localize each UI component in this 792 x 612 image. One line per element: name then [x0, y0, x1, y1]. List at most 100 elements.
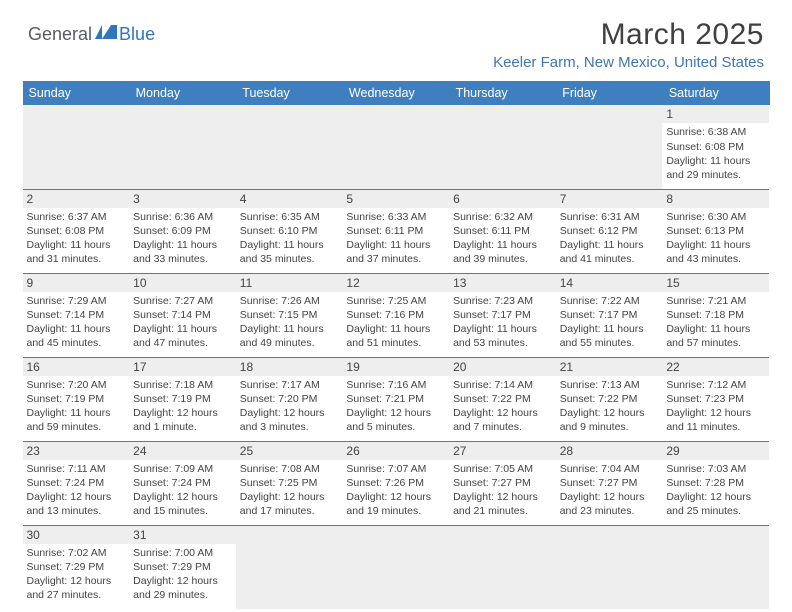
day-info-line: Sunrise: 7:03 AM — [666, 462, 765, 476]
day-info: Sunrise: 7:04 AMSunset: 7:27 PMDaylight:… — [556, 460, 663, 521]
day-number: 14 — [556, 274, 663, 292]
day-info-line: Sunrise: 6:30 AM — [666, 210, 765, 224]
calendar-cell — [236, 105, 343, 189]
day-info-line: Sunrise: 7:26 AM — [240, 294, 339, 308]
calendar-cell: 1Sunrise: 6:38 AMSunset: 6:08 PMDaylight… — [662, 105, 769, 189]
day-info-line: and 47 minutes. — [133, 336, 232, 350]
day-info-line: and 23 minutes. — [560, 504, 659, 518]
calendar-cell: 22Sunrise: 7:12 AMSunset: 7:23 PMDayligh… — [662, 357, 769, 441]
calendar-cell: 9Sunrise: 7:29 AMSunset: 7:14 PMDaylight… — [23, 273, 130, 357]
day-info: Sunrise: 7:13 AMSunset: 7:22 PMDaylight:… — [556, 376, 663, 437]
day-info-line: and 59 minutes. — [27, 420, 126, 434]
day-info-line: Sunrise: 7:16 AM — [346, 378, 445, 392]
header: General Blue March 2025 Keeler Farm, New… — [0, 0, 792, 75]
day-info-line: Sunset: 7:24 PM — [27, 476, 126, 490]
day-info: Sunrise: 7:00 AMSunset: 7:29 PMDaylight:… — [129, 544, 236, 605]
day-info-line: Daylight: 11 hours — [240, 238, 339, 252]
day-info: Sunrise: 6:35 AMSunset: 6:10 PMDaylight:… — [236, 208, 343, 269]
day-info-line: Daylight: 11 hours — [27, 406, 126, 420]
day-info-line: Sunset: 7:17 PM — [453, 308, 552, 322]
day-info-line: Daylight: 11 hours — [346, 238, 445, 252]
day-info-line: Daylight: 12 hours — [453, 490, 552, 504]
day-number: 25 — [236, 442, 343, 460]
day-info: Sunrise: 6:31 AMSunset: 6:12 PMDaylight:… — [556, 208, 663, 269]
day-info-line: Sunrise: 7:14 AM — [453, 378, 552, 392]
day-info: Sunrise: 6:30 AMSunset: 6:13 PMDaylight:… — [662, 208, 769, 269]
day-info-line: Sunrise: 7:12 AM — [666, 378, 765, 392]
day-info-line: Sunrise: 7:18 AM — [133, 378, 232, 392]
day-number: 30 — [23, 526, 130, 544]
day-info: Sunrise: 7:05 AMSunset: 7:27 PMDaylight:… — [449, 460, 556, 521]
day-info-line: Sunrise: 7:09 AM — [133, 462, 232, 476]
day-number: 20 — [449, 358, 556, 376]
day-info-line: and 31 minutes. — [27, 252, 126, 266]
calendar-cell: 2Sunrise: 6:37 AMSunset: 6:08 PMDaylight… — [23, 189, 130, 273]
day-info-line: Sunrise: 7:21 AM — [666, 294, 765, 308]
day-info-line: Sunset: 7:15 PM — [240, 308, 339, 322]
day-info-line: Daylight: 12 hours — [666, 406, 765, 420]
calendar-cell: 5Sunrise: 6:33 AMSunset: 6:11 PMDaylight… — [342, 189, 449, 273]
day-number: 31 — [129, 526, 236, 544]
day-info-line: and 13 minutes. — [27, 504, 126, 518]
day-info-line: and 11 minutes. — [666, 420, 765, 434]
calendar-row: 2Sunrise: 6:37 AMSunset: 6:08 PMDaylight… — [23, 189, 770, 273]
dayname-mon: Monday — [129, 81, 236, 105]
day-info-line: and 1 minute. — [133, 420, 232, 434]
day-info: Sunrise: 6:37 AMSunset: 6:08 PMDaylight:… — [23, 208, 130, 269]
calendar-cell — [342, 105, 449, 189]
calendar-cell: 4Sunrise: 6:35 AMSunset: 6:10 PMDaylight… — [236, 189, 343, 273]
day-info-line: Sunrise: 7:07 AM — [346, 462, 445, 476]
calendar-cell: 3Sunrise: 6:36 AMSunset: 6:09 PMDaylight… — [129, 189, 236, 273]
day-number: 8 — [662, 190, 769, 208]
calendar-cell: 30Sunrise: 7:02 AMSunset: 7:29 PMDayligh… — [23, 525, 130, 609]
day-info-line: Sunrise: 6:31 AM — [560, 210, 659, 224]
day-info-line: Sunrise: 7:04 AM — [560, 462, 659, 476]
day-number: 9 — [23, 274, 130, 292]
day-info-line: Sunset: 7:27 PM — [453, 476, 552, 490]
day-info: Sunrise: 6:33 AMSunset: 6:11 PMDaylight:… — [342, 208, 449, 269]
calendar-cell — [662, 525, 769, 609]
calendar-row: 30Sunrise: 7:02 AMSunset: 7:29 PMDayligh… — [23, 525, 770, 609]
day-number: 27 — [449, 442, 556, 460]
day-info-line: and 3 minutes. — [240, 420, 339, 434]
title-block: March 2025 Keeler Farm, New Mexico, Unit… — [493, 18, 764, 71]
day-info-line: Daylight: 11 hours — [27, 322, 126, 336]
day-info-line: Daylight: 12 hours — [346, 406, 445, 420]
day-info-line: Sunset: 6:11 PM — [453, 224, 552, 238]
dayname-fri: Friday — [556, 81, 663, 105]
day-number: 7 — [556, 190, 663, 208]
day-info-line: Daylight: 11 hours — [453, 238, 552, 252]
day-info-line: Sunrise: 6:32 AM — [453, 210, 552, 224]
day-info-line: Sunrise: 6:33 AM — [346, 210, 445, 224]
calendar-cell — [556, 105, 663, 189]
day-info-line: Daylight: 12 hours — [453, 406, 552, 420]
day-info-line: and 49 minutes. — [240, 336, 339, 350]
day-info: Sunrise: 7:26 AMSunset: 7:15 PMDaylight:… — [236, 292, 343, 353]
day-info-line: Sunrise: 7:27 AM — [133, 294, 232, 308]
day-info-line: Sunrise: 7:23 AM — [453, 294, 552, 308]
calendar-cell: 21Sunrise: 7:13 AMSunset: 7:22 PMDayligh… — [556, 357, 663, 441]
day-info-line: Daylight: 11 hours — [133, 322, 232, 336]
day-info-line: and 55 minutes. — [560, 336, 659, 350]
day-number: 18 — [236, 358, 343, 376]
page-subtitle: Keeler Farm, New Mexico, United States — [493, 54, 764, 71]
day-number: 10 — [129, 274, 236, 292]
day-number: 5 — [342, 190, 449, 208]
day-number: 26 — [342, 442, 449, 460]
day-info: Sunrise: 7:17 AMSunset: 7:20 PMDaylight:… — [236, 376, 343, 437]
calendar-cell: 13Sunrise: 7:23 AMSunset: 7:17 PMDayligh… — [449, 273, 556, 357]
calendar-row: 23Sunrise: 7:11 AMSunset: 7:24 PMDayligh… — [23, 441, 770, 525]
day-info: Sunrise: 7:23 AMSunset: 7:17 PMDaylight:… — [449, 292, 556, 353]
day-info-line: Sunset: 7:24 PM — [133, 476, 232, 490]
day-info-line: Sunset: 7:28 PM — [666, 476, 765, 490]
day-info: Sunrise: 7:07 AMSunset: 7:26 PMDaylight:… — [342, 460, 449, 521]
day-info-line: Sunset: 7:22 PM — [453, 392, 552, 406]
day-number: 17 — [129, 358, 236, 376]
day-info-line: Sunset: 6:08 PM — [27, 224, 126, 238]
calendar-cell: 28Sunrise: 7:04 AMSunset: 7:27 PMDayligh… — [556, 441, 663, 525]
day-info: Sunrise: 7:12 AMSunset: 7:23 PMDaylight:… — [662, 376, 769, 437]
day-info-line: and 57 minutes. — [666, 336, 765, 350]
day-info-line: Daylight: 11 hours — [666, 154, 765, 168]
day-info-line: and 19 minutes. — [346, 504, 445, 518]
day-info-line: Sunrise: 7:08 AM — [240, 462, 339, 476]
